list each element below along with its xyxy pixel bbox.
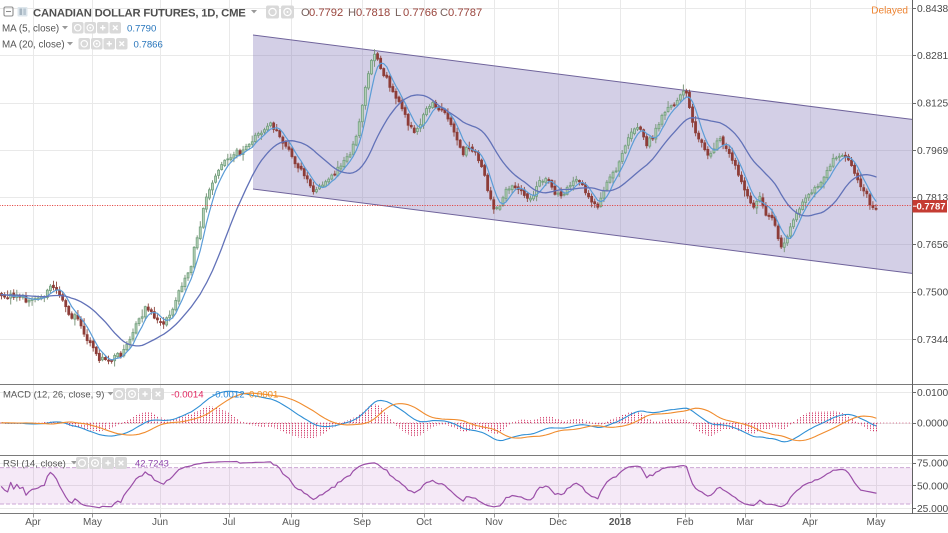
svg-text:0.8281: 0.8281: [917, 51, 948, 62]
svg-text:Feb: Feb: [676, 517, 694, 528]
svg-text:-0.0014: -0.0014: [171, 390, 204, 401]
svg-text:Oct: Oct: [416, 517, 432, 528]
svg-text:0.0001: 0.0001: [249, 390, 278, 401]
svg-text:0.0000: 0.0000: [917, 419, 948, 430]
svg-text:0.7866: 0.7866: [134, 40, 163, 51]
svg-text:0.8438: 0.8438: [917, 4, 948, 15]
svg-text:Aug: Aug: [282, 517, 300, 528]
svg-text:O: O: [301, 7, 310, 19]
svg-text:75.0000: 75.0000: [917, 459, 948, 470]
svg-text:0.7818: 0.7818: [356, 7, 390, 19]
svg-text:0.7787: 0.7787: [916, 202, 945, 213]
svg-text:RSI (14, close): RSI (14, close): [3, 459, 66, 470]
svg-text:2018: 2018: [609, 517, 632, 528]
svg-text:Dec: Dec: [549, 517, 567, 528]
svg-text:Delayed: Delayed: [871, 6, 908, 17]
svg-text:0.7790: 0.7790: [127, 24, 156, 35]
svg-text:0.0100: 0.0100: [917, 388, 948, 399]
svg-text:-0.0012: -0.0012: [212, 390, 245, 401]
svg-text:May: May: [83, 517, 102, 528]
svg-text:H: H: [348, 7, 356, 19]
svg-text:0.7792: 0.7792: [309, 7, 343, 19]
svg-text:0.7969: 0.7969: [917, 146, 948, 157]
svg-text:Jul: Jul: [223, 517, 236, 528]
svg-text:L: L: [395, 7, 401, 19]
svg-text:C: C: [440, 7, 448, 19]
svg-text:0.7656: 0.7656: [917, 240, 948, 251]
svg-text:0.8125: 0.8125: [917, 99, 948, 110]
svg-text:Jun: Jun: [152, 517, 168, 528]
svg-text:MACD (12, 26, close, 9): MACD (12, 26, close, 9): [3, 390, 104, 401]
svg-text:May: May: [867, 517, 886, 528]
svg-text:0.7787: 0.7787: [448, 7, 482, 19]
svg-text:Mar: Mar: [736, 517, 754, 528]
svg-text:Apr: Apr: [802, 517, 818, 528]
svg-text:CANADIAN DOLLAR FUTURES, 1D, C: CANADIAN DOLLAR FUTURES, 1D, CME: [33, 8, 246, 20]
svg-text:Nov: Nov: [485, 517, 503, 528]
svg-text:42.7243: 42.7243: [135, 458, 169, 469]
svg-text:0.7813: 0.7813: [917, 193, 948, 204]
svg-text:25.0000: 25.0000: [917, 504, 948, 515]
svg-text:Sep: Sep: [353, 517, 371, 528]
svg-text:MA (5, close): MA (5, close): [2, 24, 59, 35]
svg-text:0.7766: 0.7766: [403, 7, 437, 19]
svg-text:0.7500: 0.7500: [917, 288, 948, 299]
svg-text:Apr: Apr: [25, 517, 41, 528]
svg-text:50.0000: 50.0000: [917, 481, 948, 492]
svg-text:0.7344: 0.7344: [917, 335, 948, 346]
svg-text:MA (20, close): MA (20, close): [2, 40, 65, 51]
